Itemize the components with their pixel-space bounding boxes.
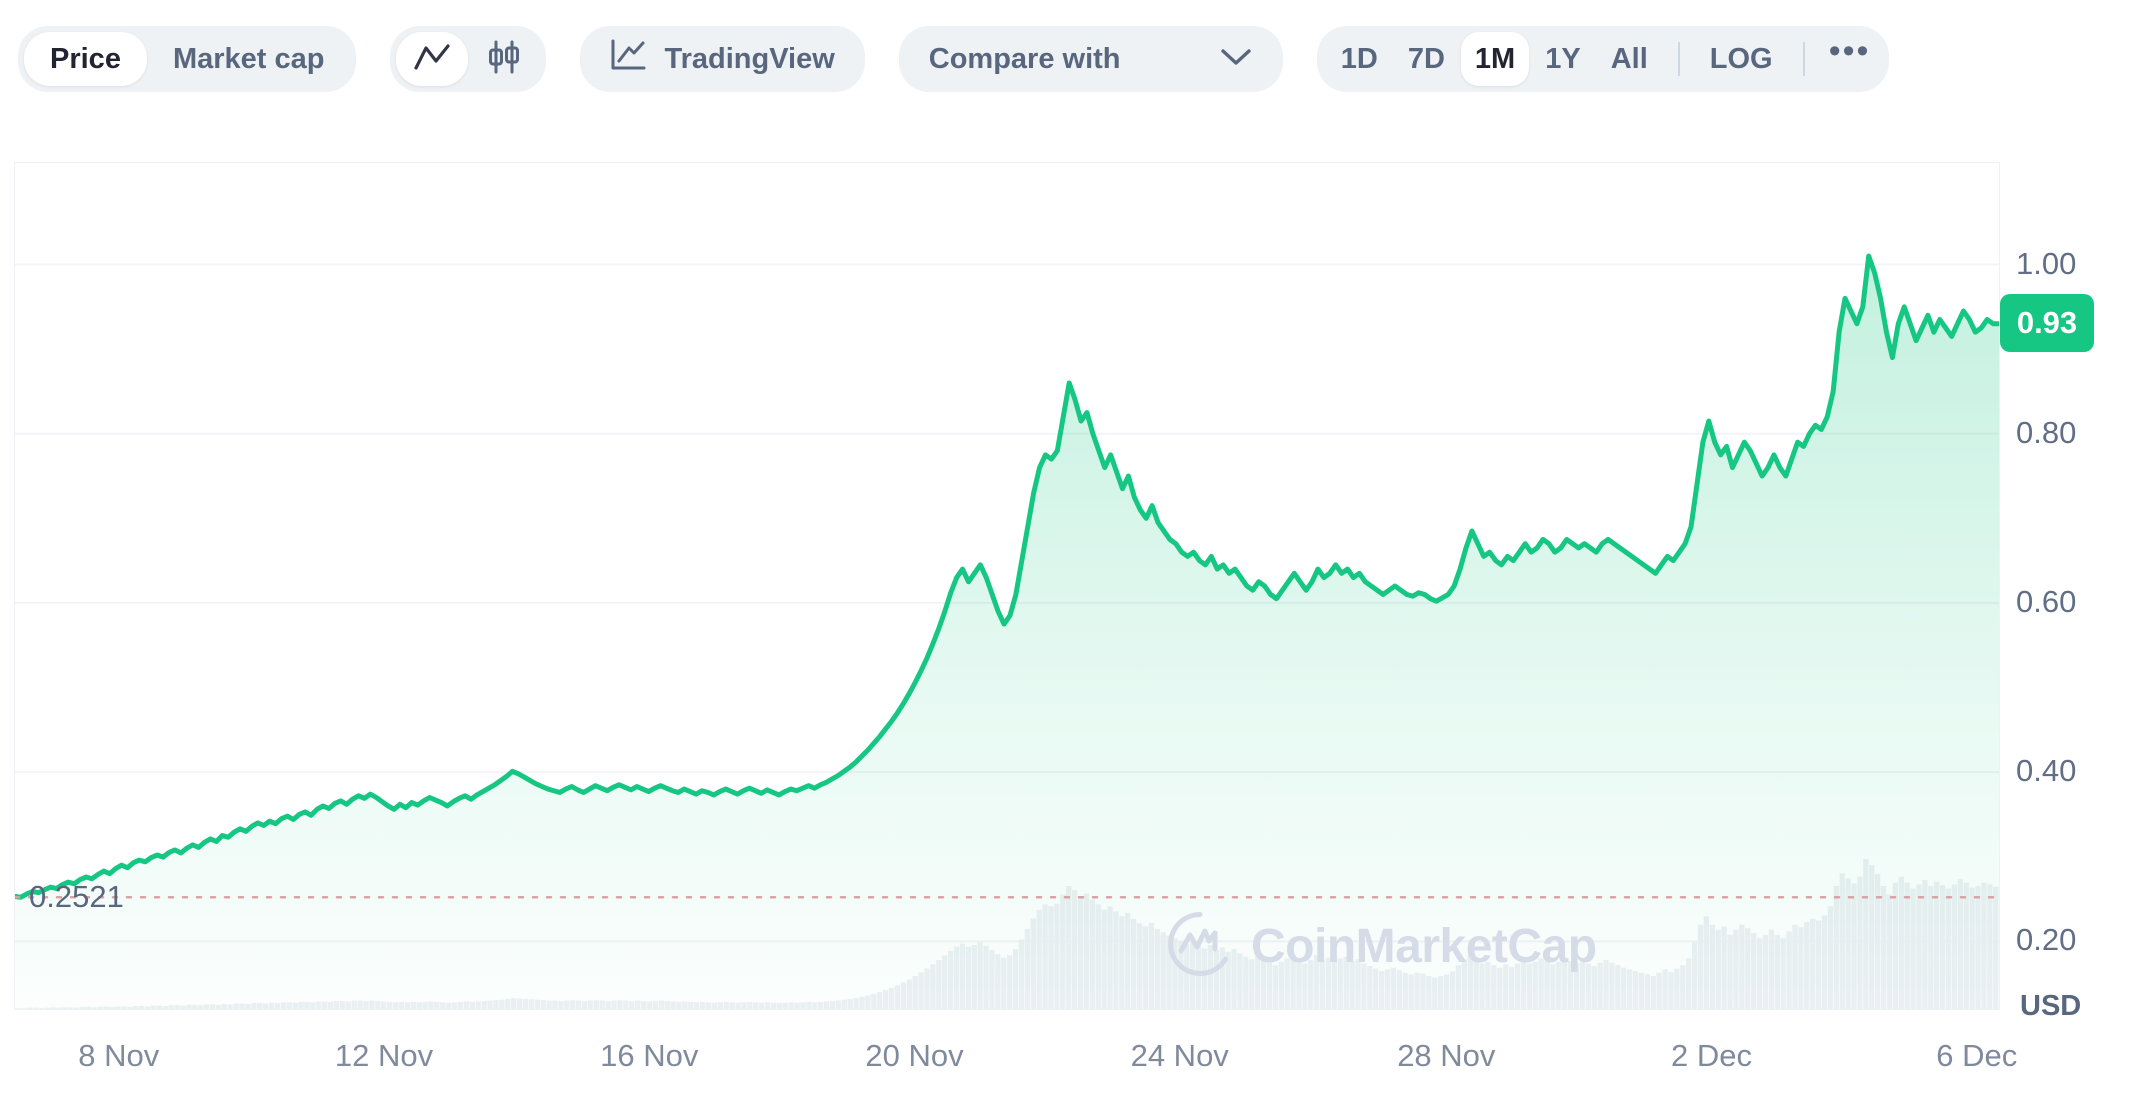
x-axis-tick-8: 6 Dec xyxy=(1936,1038,2018,1073)
y-axis-tick-2: 0.80 xyxy=(2016,414,2077,450)
x-axis: 8 Nov 12 Nov 16 Nov 20 Nov 24 Nov 28 Nov… xyxy=(0,1038,2155,1098)
range-button-1d-label: 1D xyxy=(1340,42,1378,75)
range-button-1m[interactable]: 1M xyxy=(1460,32,1530,86)
toolbar-divider-1 xyxy=(1677,42,1680,76)
chart-canvas xyxy=(15,253,1999,1009)
tradingview-label: TradingView xyxy=(664,42,835,75)
range-button-all-label: All xyxy=(1610,42,1648,75)
x-axis-tick-7: 2 Dec xyxy=(1671,1038,1753,1073)
metric-option-market-cap-label: Market cap xyxy=(172,42,325,75)
x-axis-tick-4: 20 Nov xyxy=(865,1038,964,1073)
range-button-7d[interactable]: 7D xyxy=(1394,32,1459,86)
candlestick-icon xyxy=(485,40,523,79)
metric-toggle-group: Price Market cap xyxy=(18,26,357,92)
x-axis-tick-2: 12 Nov xyxy=(334,1038,434,1073)
range-button-1m-label: 1M xyxy=(1474,42,1516,75)
x-axis-tick-3: 16 Nov xyxy=(600,1038,699,1073)
currency-label: USD xyxy=(2020,990,2082,1022)
price-area-fill xyxy=(15,256,1999,1009)
toolbar-divider-2 xyxy=(1802,42,1805,76)
y-axis-tick-4: 0.40 xyxy=(2016,753,2077,789)
tradingview-icon xyxy=(610,39,646,79)
chart-type-candlestick-button[interactable] xyxy=(468,32,540,86)
range-button-1y-label: 1Y xyxy=(1545,42,1581,75)
line-chart-icon xyxy=(414,43,451,75)
y-axis-tick-1: 1.00 xyxy=(2016,245,2077,281)
compare-with-label: Compare with xyxy=(928,42,1121,75)
metric-option-price[interactable]: Price xyxy=(24,32,147,86)
price-chart: CoinMarketCap 0.2521 1.00 0.80 0.60 0.40… xyxy=(0,118,2155,1073)
chevron-down-icon xyxy=(1219,43,1253,76)
low-price-marker-label: 0.2521 xyxy=(29,879,124,915)
range-button-1y[interactable]: 1Y xyxy=(1531,32,1594,86)
log-scale-button[interactable]: LOG xyxy=(1696,32,1787,86)
tradingview-button[interactable]: TradingView xyxy=(580,26,865,92)
x-axis-tick-1: 8 Nov xyxy=(78,1038,160,1073)
x-axis-tick-5: 24 Nov xyxy=(1130,1038,1229,1073)
chart-toolbar: Price Market cap xyxy=(0,0,2155,118)
y-axis-tick-5: 0.20 xyxy=(2016,922,2077,958)
metric-option-price-label: Price xyxy=(50,42,121,75)
metric-option-market-cap[interactable]: Market cap xyxy=(147,32,351,86)
y-axis-tick-3: 0.60 xyxy=(2016,583,2077,619)
chart-type-toggle-group xyxy=(390,26,547,92)
more-options-icon: ••• xyxy=(1828,32,1871,71)
range-button-1d[interactable]: 1D xyxy=(1327,32,1392,86)
current-price-badge: 0.93 xyxy=(2000,293,2094,352)
range-button-all[interactable]: All xyxy=(1597,32,1662,86)
chart-type-line-button[interactable] xyxy=(396,32,469,86)
log-scale-label: LOG xyxy=(1709,42,1773,75)
more-options-button[interactable]: ••• xyxy=(1821,32,1879,86)
time-range-group: 1D 7D 1M 1Y All LOG ••• xyxy=(1316,26,1889,92)
chart-plot-area[interactable]: CoinMarketCap 0.2521 xyxy=(14,162,2000,1010)
range-button-7d-label: 7D xyxy=(1407,42,1445,75)
y-axis: 1.00 0.80 0.60 0.40 0.20 0.93 USD xyxy=(2000,118,2155,1071)
price-line xyxy=(15,253,1999,900)
compare-with-dropdown[interactable]: Compare with xyxy=(898,26,1283,92)
x-axis-tick-6: 28 Nov xyxy=(1397,1038,1496,1073)
